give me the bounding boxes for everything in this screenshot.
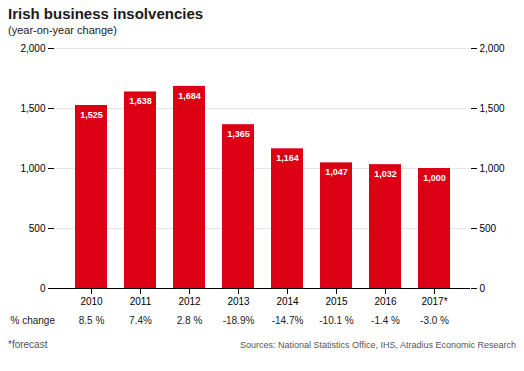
- svg-text:500: 500: [480, 223, 497, 234]
- svg-text:2014: 2014: [276, 296, 299, 307]
- html-text:Irish business insolvencies: Irish business insolvencies: [8, 5, 204, 22]
- html-text:Sources: National Statistics O: Sources: National Statistics Office, IHS…: [240, 340, 516, 350]
- svg-text:1,638: 1,638: [129, 96, 152, 106]
- svg-text:2013: 2013: [227, 296, 250, 307]
- svg-text:7.4%: 7.4%: [129, 315, 152, 326]
- svg-text:0: 0: [40, 283, 46, 294]
- svg-text:-10.1 %: -10.1 %: [319, 315, 354, 326]
- svg-text:1,047: 1,047: [325, 167, 348, 177]
- svg-text:2015: 2015: [325, 296, 348, 307]
- svg-text:-14.7%: -14.7%: [272, 315, 304, 326]
- html-text:(year-on-year change): (year-on-year change): [8, 24, 117, 36]
- svg-text:-1.4 %: -1.4 %: [371, 315, 400, 326]
- svg-text:1,525: 1,525: [80, 110, 103, 120]
- svg-text:-3.0 %: -3.0 %: [420, 315, 449, 326]
- svg-text:500: 500: [29, 223, 46, 234]
- svg-text:2016: 2016: [374, 296, 397, 307]
- svg-text:2011: 2011: [130, 296, 152, 307]
- html-text:*forecast: *forecast: [8, 339, 48, 350]
- svg-text:1,000: 1,000: [423, 173, 446, 183]
- svg-text:2010: 2010: [80, 296, 103, 307]
- svg-text:1,164: 1,164: [276, 153, 299, 163]
- svg-text:1,500: 1,500: [20, 103, 45, 114]
- svg-text:2,000: 2,000: [480, 43, 505, 54]
- svg-text:2012: 2012: [178, 296, 201, 307]
- svg-text:1,365: 1,365: [227, 129, 250, 139]
- svg-text:2.8 %: 2.8 %: [177, 315, 203, 326]
- svg-text:1,500: 1,500: [480, 103, 505, 114]
- svg-text:8.5 %: 8.5 %: [79, 315, 105, 326]
- svg-text:% change: % change: [11, 315, 56, 326]
- svg-text:1,000: 1,000: [20, 163, 45, 174]
- svg-text:2,000: 2,000: [20, 43, 45, 54]
- svg-text:0: 0: [480, 283, 486, 294]
- svg-text:1,684: 1,684: [178, 91, 201, 101]
- svg-text:1,032: 1,032: [374, 169, 397, 179]
- svg-text:2017*: 2017*: [421, 296, 447, 307]
- svg-text:-18.9%: -18.9%: [223, 315, 255, 326]
- svg-text:1,000: 1,000: [480, 163, 505, 174]
